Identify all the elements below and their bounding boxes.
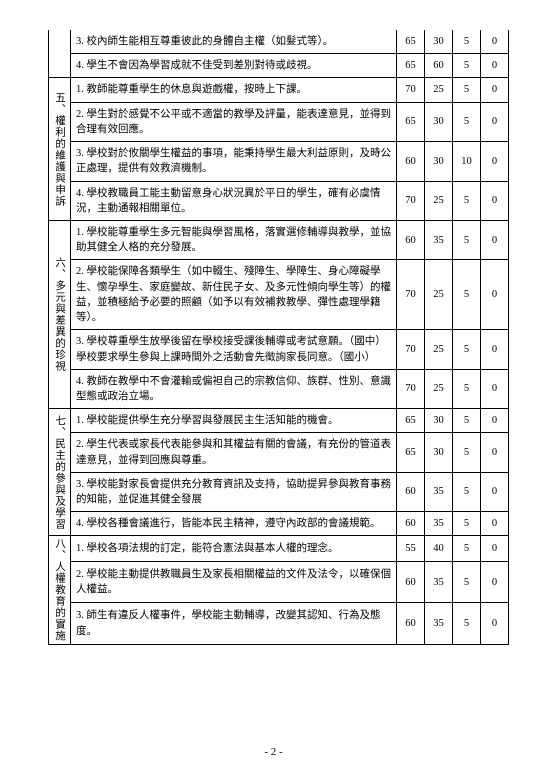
- criterion-description: 3. 學校能對家長會提供充分教育資訊及支持，協助提昇參與教育事務的知能，並促進其…: [71, 472, 397, 511]
- score-cell: 40: [425, 536, 453, 561]
- criterion-description: 3. 學校對於攸關學生權益的事項，能秉持學生最大利益原則，及時公正處理，提供有效…: [71, 142, 397, 181]
- score-cell: 25: [425, 78, 453, 102]
- score-cell: 65: [397, 54, 425, 78]
- criterion-description: 3. 校內師生能相互尊重彼此的身體自主權（如髮式等）。: [71, 30, 397, 54]
- score-cell: 5: [453, 433, 481, 472]
- score-cell: 5: [453, 536, 481, 561]
- category-label: 八、人權教育的實施: [52, 538, 67, 642]
- criterion-description: 2. 學生對於感覺不公平或不適當的教學及評量，能表達意見，並得到合理有效回應。: [71, 102, 397, 141]
- score-cell: 5: [453, 30, 481, 54]
- criterion-description: 1. 學校能提供學生充分學習與發展民主生活知能的機會。: [71, 409, 397, 433]
- score-cell: 35: [425, 603, 453, 645]
- score-cell: 35: [425, 220, 453, 259]
- score-cell: 30: [425, 142, 453, 181]
- score-cell: 30: [425, 409, 453, 433]
- score-cell: 0: [481, 181, 509, 220]
- score-cell: 5: [453, 369, 481, 408]
- score-cell: 5: [453, 603, 481, 645]
- score-cell: 5: [453, 181, 481, 220]
- score-cell: 0: [481, 142, 509, 181]
- criterion-description: 4. 學生不會因為學習成就不佳受到差別對待或歧視。: [71, 54, 397, 78]
- score-cell: 25: [425, 260, 453, 330]
- criterion-description: 2. 學校能保障各類學生（如中輟生、殘障生、學障生、身心障礙學生、懷孕學生、家庭…: [71, 260, 397, 330]
- score-cell: 25: [425, 181, 453, 220]
- score-cell: 65: [397, 30, 425, 54]
- score-cell: 0: [481, 330, 509, 369]
- score-cell: 70: [397, 260, 425, 330]
- score-cell: 25: [425, 330, 453, 369]
- criterion-description: 3. 學校尊重學生放學後留在學校接受課後輔導或考試意願。（國中）學校要求學生參與…: [71, 330, 397, 369]
- score-cell: 30: [425, 433, 453, 472]
- score-cell: 30: [425, 102, 453, 141]
- score-cell: 5: [453, 78, 481, 102]
- score-cell: 0: [481, 603, 509, 645]
- score-cell: 55: [397, 536, 425, 561]
- category-cell: 八、人權教育的實施: [49, 536, 71, 645]
- score-cell: 10: [453, 142, 481, 181]
- score-cell: 60: [397, 561, 425, 603]
- criterion-description: 1. 學校能尊重學生多元智能與學習風格，落實選修輔導與教學，並協助其健全人格的充…: [71, 220, 397, 259]
- criterion-description: 1. 教師能尊重學生的休息與遊戲權，按時上下課。: [71, 78, 397, 102]
- criterion-description: 4. 學校教職員工能主動留意身心狀況異於平日的學生，確有必虞情況，主動通報相關單…: [71, 181, 397, 220]
- score-cell: 5: [453, 330, 481, 369]
- score-cell: 60: [397, 220, 425, 259]
- score-cell: 60: [397, 603, 425, 645]
- score-cell: 0: [481, 54, 509, 78]
- score-cell: 35: [425, 472, 453, 511]
- criterion-description: 1. 學校各項法規的訂定，能符合憲法與基本人權的理念。: [71, 536, 397, 561]
- category-cell-continued: [49, 30, 71, 78]
- score-cell: 35: [425, 512, 453, 536]
- score-cell: 0: [481, 102, 509, 141]
- score-cell: 65: [397, 409, 425, 433]
- score-cell: 5: [453, 54, 481, 78]
- score-cell: 0: [481, 30, 509, 54]
- score-cell: 0: [481, 369, 509, 408]
- score-cell: 60: [425, 54, 453, 78]
- score-cell: 65: [397, 102, 425, 141]
- score-cell: 60: [397, 142, 425, 181]
- criterion-description: 3. 師生有違反人權事件，學校能主動輔導，改變其認知、行為及態度。: [71, 603, 397, 645]
- score-cell: 70: [397, 330, 425, 369]
- score-cell: 0: [481, 260, 509, 330]
- category-label: 七、民主的參與及學習: [52, 415, 67, 530]
- score-cell: 70: [397, 369, 425, 408]
- score-cell: 30: [425, 30, 453, 54]
- score-cell: 0: [481, 433, 509, 472]
- score-cell: 5: [453, 561, 481, 603]
- criterion-description: 2. 學校能主動提供教職員生及家長相關權益的文件及法令，以確保個人權益。: [71, 561, 397, 603]
- category-label: 五、權利的維護與申訴: [52, 92, 67, 207]
- score-cell: 0: [481, 512, 509, 536]
- evaluation-table: 3. 校內師生能相互尊重彼此的身體自主權（如髮式等）。6530504. 學生不會…: [48, 30, 509, 645]
- score-cell: 0: [481, 561, 509, 603]
- score-cell: 25: [425, 369, 453, 408]
- score-cell: 0: [481, 409, 509, 433]
- score-cell: 70: [397, 78, 425, 102]
- category-label: 六、多元與差異的珍視: [52, 257, 67, 372]
- criterion-description: 4. 學校各種會議進行，皆能本民主精神，遵守內政部的會議規範。: [71, 512, 397, 536]
- score-cell: 5: [453, 220, 481, 259]
- score-cell: 70: [397, 181, 425, 220]
- criterion-description: 4. 教師在教學中不會灌輸或偏袒自己的宗教信仰、族群、性別、意識型態或政治立場。: [71, 369, 397, 408]
- category-cell: 七、民主的參與及學習: [49, 409, 71, 536]
- score-cell: 5: [453, 409, 481, 433]
- score-cell: 5: [453, 260, 481, 330]
- score-cell: 5: [453, 512, 481, 536]
- score-cell: 5: [453, 102, 481, 141]
- score-cell: 60: [397, 512, 425, 536]
- score-cell: 60: [397, 472, 425, 511]
- page-number: - 2 -: [0, 746, 547, 758]
- criterion-description: 2. 學生代表或家長代表能參與和其權益有關的會議，有充份的管道表達意見，並得到回…: [71, 433, 397, 472]
- score-cell: 0: [481, 78, 509, 102]
- score-cell: 5: [453, 472, 481, 511]
- score-cell: 35: [425, 561, 453, 603]
- score-cell: 0: [481, 472, 509, 511]
- category-cell: 五、權利的維護與申訴: [49, 78, 71, 221]
- score-cell: 0: [481, 220, 509, 259]
- category-cell: 六、多元與差異的珍視: [49, 220, 71, 408]
- score-cell: 0: [481, 536, 509, 561]
- score-cell: 65: [397, 433, 425, 472]
